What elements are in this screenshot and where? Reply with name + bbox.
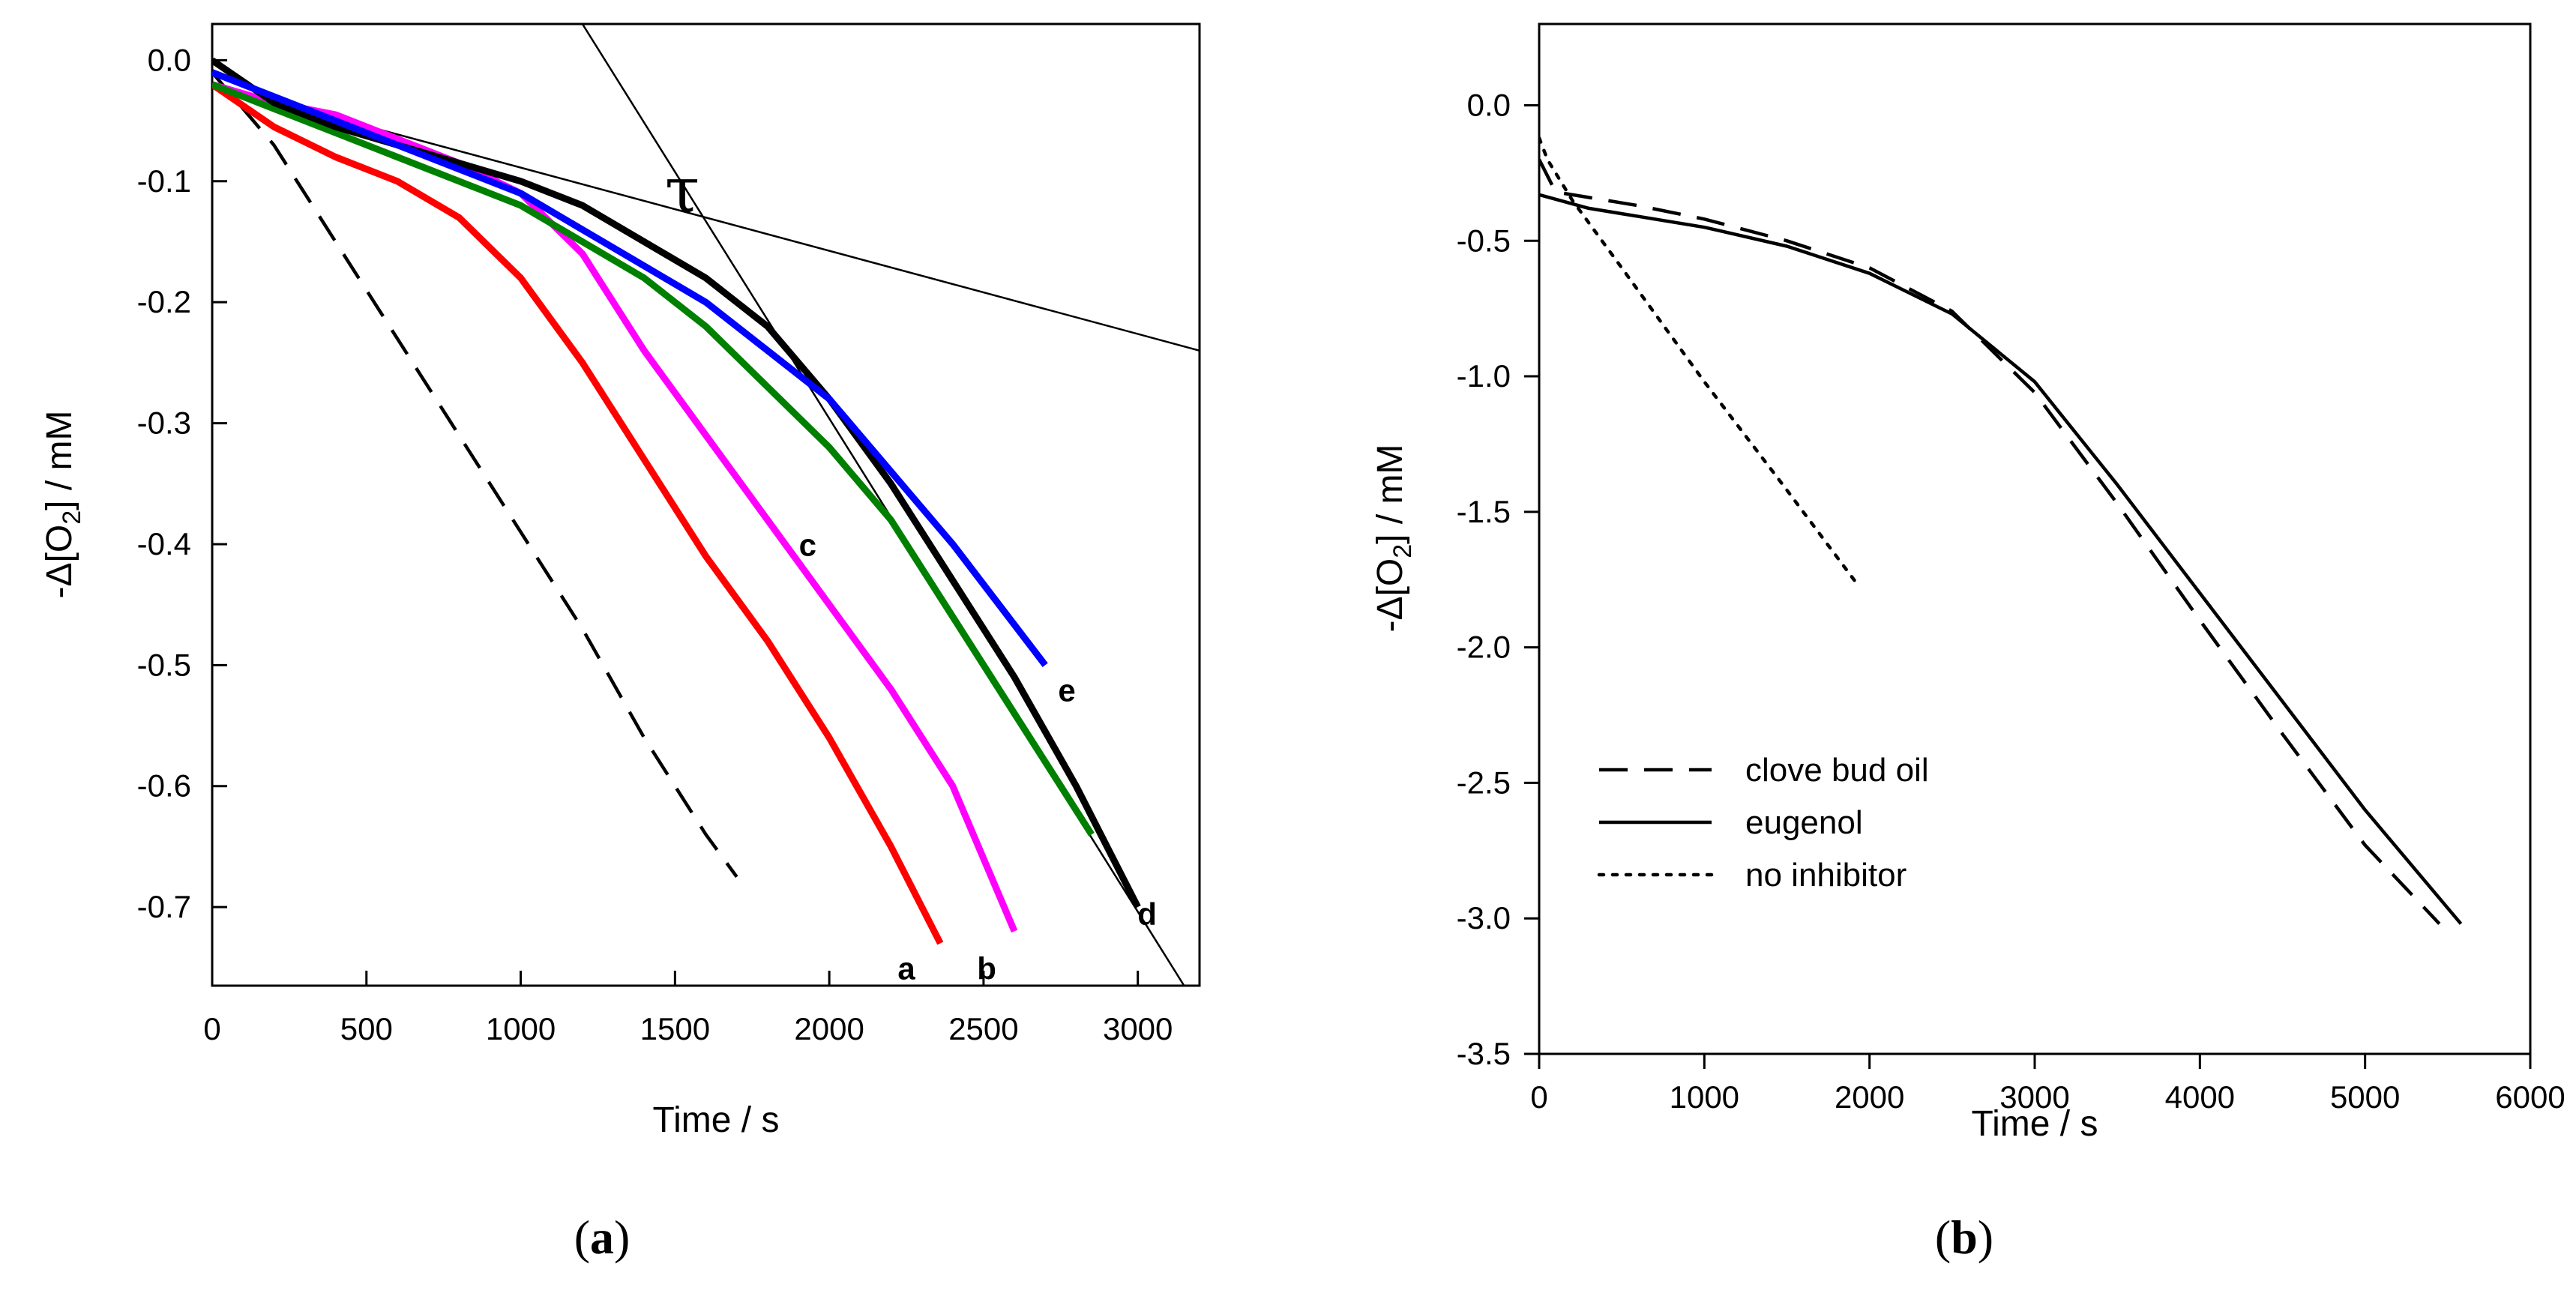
x-tick-label: 2000 [794,1011,864,1046]
y-tick-label: -3.5 [1457,1036,1511,1071]
panel-label-a-letter: a [590,1211,614,1264]
x-tick-label: 500 [340,1011,393,1046]
series-line-a [212,81,944,945]
x-tick-label: 1500 [640,1011,710,1046]
y-tick-label: -1.0 [1457,358,1511,394]
panel-label-b: (b) [1935,1211,1993,1264]
chart-a: 0 500 1000 1500 2000 2500 3000 0.0 -0.1 -0.2 -0.3… [40,22,1201,1140]
y-tick-label: -0.3 [137,406,191,441]
x-tick-label: 2000 [1835,1079,1904,1115]
curve-label-a: a [897,951,915,986]
x-tick-label: 0 [1530,1079,1547,1115]
y-tick-label: -0.4 [137,526,191,561]
panel-label-a: (a) [574,1211,631,1264]
y-ticks-a: 0.0 -0.1 -0.2 -0.3 -0.4 -0.5 -0.6 -0.7 [137,42,227,924]
chart-b: 0 1000 2000 3000 4000 5000 6000 0.0 -0.5 -1.0 -1.… [1370,22,2566,1144]
y-tick-label: 0.0 [148,42,191,77]
curve-label-e: e [1058,672,1075,708]
x-tick-label: 3000 [1103,1011,1173,1046]
x-tick-label: 1000 [486,1011,556,1046]
series-line-dashed [212,71,738,878]
x-tick-label: 1000 [1670,1079,1739,1115]
curve-labels-a: a b c d e [799,528,1157,986]
series-line-eugenol [1539,193,2463,925]
x-tick-label: 4000 [2165,1079,2235,1115]
y-tick-label: -0.7 [137,889,191,924]
curve-label-b: b [977,951,996,986]
x-ticks-b: 0 1000 2000 3000 4000 5000 6000 [1530,1054,2566,1115]
legend-label-eugenol: eugenol [1745,804,1863,841]
curve-label-c: c [799,528,816,563]
x-axis-title-b: Time / s [1972,1104,2098,1144]
y-tick-label: -0.1 [137,163,191,199]
plot-frame-b [1538,22,2532,1055]
y-axis-title-a: -Δ[O2] / mM [40,411,86,599]
x-tick-label: 6000 [2495,1079,2565,1115]
series-line-b [212,81,1018,933]
plot-frame-a [211,22,1201,987]
legend-label-no-inhibitor: no inhibitor [1745,857,1907,893]
y-tick-label: -0.2 [137,284,191,319]
series-line-e [212,69,1048,668]
legend-label-clove-bud-oil: clove bud oil [1745,752,1929,789]
series-line-c [212,81,1095,837]
y-tick-label: -3.0 [1457,900,1511,935]
x-tick-label: 3000 [1999,1079,2069,1115]
x-ticks-a: 0 500 1000 1500 2000 2500 3000 [203,971,1173,1046]
curve-label-d: d [1137,896,1157,932]
series-line-no-inhibitor [1539,136,1860,587]
x-tick-label: 2500 [948,1011,1018,1046]
x-axis-title-a: Time / s [653,1100,780,1140]
y-tick-label: -0.6 [137,768,191,804]
series-line-clove-bud-oil [1539,158,2441,925]
series-b [1539,136,2463,925]
y-ticks-b: 0.0 -0.5 -1.0 -1.5 -2.0 -2.5 -3.0 -3.5 [1457,87,1539,1071]
panel-label-b-letter: b [1951,1211,1978,1264]
y-axis-title-b: -Δ[O2] / mM [1370,444,1417,633]
legend-b: clove bud oil eugenol no inhibitor [1597,752,1929,893]
y-tick-label: -0.5 [1457,223,1511,258]
series-a [212,57,1141,945]
y-tick-label: -1.5 [1457,494,1511,529]
x-tick-label: 5000 [2330,1079,2400,1115]
y-tick-label: 0.0 [1467,87,1511,122]
y-tick-label: -0.5 [137,647,191,682]
tau-annotation: τ [665,154,699,227]
y-tick-label: -2.0 [1457,630,1511,665]
y-tick-label: -2.5 [1457,765,1511,800]
x-tick-label: 0 [203,1011,220,1046]
